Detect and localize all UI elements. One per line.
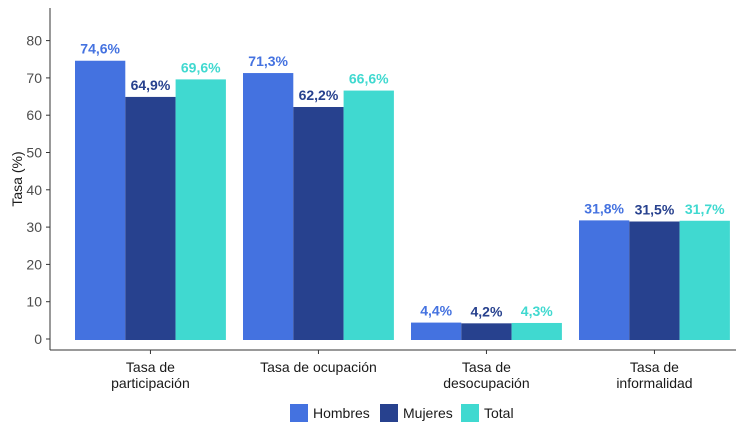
data-label: 66,6% [349,71,389,87]
y-tick-label: 0 [34,331,42,347]
legend: Hombres Mujeres Total [290,404,514,422]
legend-label-mujeres: Mujeres [403,405,453,421]
bar-mujeres [461,323,512,340]
y-tick-label: 70 [26,70,42,86]
data-labels: 74,6% 64,9% 69,6% 71,3% 62,2% 66,6% 4,4% 4,2% 4,… [80,41,725,320]
data-label: 69,6% [181,59,221,75]
bar-total [175,79,226,340]
bar-total [511,322,562,340]
legend-label-hombres: Hombres [313,405,370,421]
y-tick-label: 10 [26,294,42,310]
data-label: 62,2% [299,87,339,103]
legend-swatch-hombres [290,404,308,422]
bar-hombres [411,322,462,340]
x-tick-label: Tasa de [462,359,511,375]
x-tick-label: informalidad [616,375,692,391]
data-label: 4,2% [470,303,502,319]
x-tick-label: Tasa de [630,359,679,375]
x-tick-label: desocupación [443,375,529,391]
bar-total [679,220,730,340]
legend-swatch-mujeres [380,404,398,422]
data-label: 71,3% [248,53,288,69]
bar-mujeres [293,106,344,340]
data-label: 4,4% [420,303,452,319]
y-axis: 0 10 20 30 40 50 60 70 80 [26,8,51,350]
y-tick-label: 50 [26,145,42,161]
data-label: 31,8% [584,200,624,216]
y-tick-label: 20 [26,256,42,272]
x-tick-label: Tasa de [126,359,175,375]
data-label: 4,3% [521,303,553,319]
y-tick-label: 80 [26,33,42,49]
y-axis-label: Tasa (%) [9,151,25,206]
bar-mujeres [125,96,176,340]
bar-mujeres [629,221,680,340]
data-label: 74,6% [80,41,120,57]
bar-total [343,90,394,340]
data-label: 31,7% [685,201,725,217]
data-label: 64,9% [131,77,171,93]
x-tick-label: participación [111,375,190,391]
bar-hombres [75,60,126,340]
bars [75,60,730,341]
data-label: 31,5% [635,202,675,218]
legend-label-total: Total [484,405,514,421]
bar-hombres [243,73,294,341]
y-tick-label: 30 [26,219,42,235]
y-tick-label: 40 [26,182,42,198]
y-tick-label: 60 [26,107,42,123]
legend-swatch-total [461,404,479,422]
bar-hombres [579,220,630,340]
x-tick-label: Tasa de ocupación [260,359,377,375]
